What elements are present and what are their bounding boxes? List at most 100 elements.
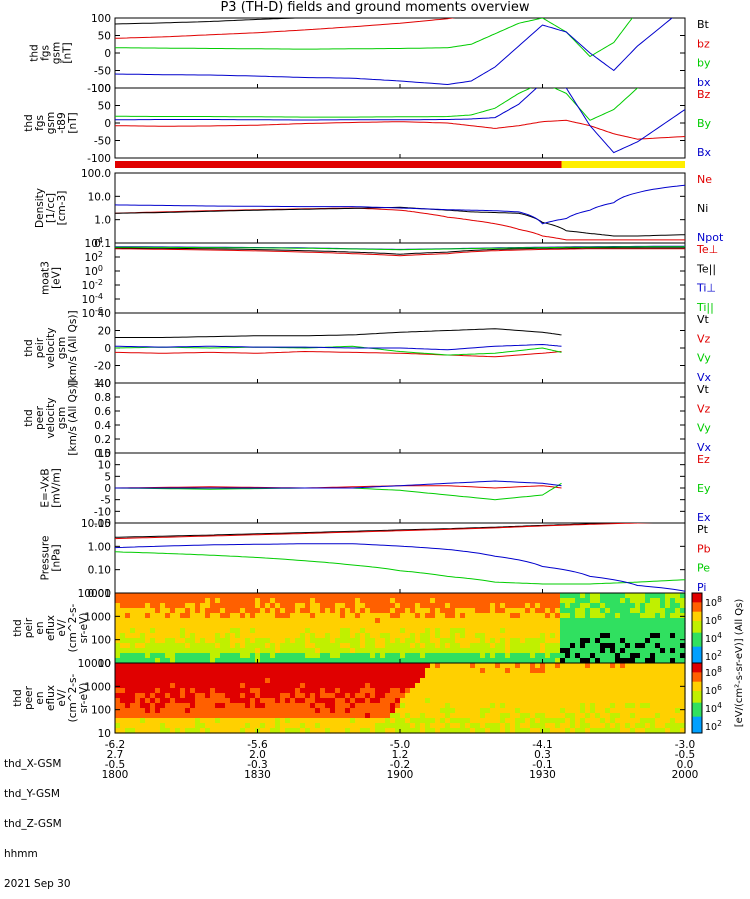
spectrogram-cell (550, 723, 556, 729)
spectrogram-cell (505, 678, 511, 684)
spectrogram-cell (285, 633, 291, 639)
spectrogram-cell (420, 618, 426, 624)
spectrogram-cell (450, 683, 456, 689)
spectrogram-cell (250, 723, 256, 729)
spectrogram-cell (615, 728, 621, 734)
spectrogram-cell (330, 708, 336, 714)
spectrogram-cell (655, 643, 661, 649)
spectrogram-cell (565, 603, 571, 609)
spectrogram-cell (280, 653, 286, 659)
spectrogram-cell (645, 608, 651, 614)
spectrogram-cell (380, 718, 386, 724)
series-line-Vy (115, 345, 562, 356)
spectrogram-cell (230, 653, 236, 659)
spectrogram-cell (305, 633, 311, 639)
spectrogram-cell (155, 633, 161, 639)
spectrogram-cell (390, 633, 396, 639)
spectrogram-cell (290, 598, 296, 604)
spectrogram-cell (465, 688, 471, 694)
spectrogram-cell (525, 693, 531, 699)
spectrogram-cell (265, 683, 271, 689)
spectrogram-cell (490, 673, 496, 679)
spectrogram-cell (375, 638, 381, 644)
spectrogram-cell (490, 708, 496, 714)
spectrogram-cell (170, 683, 176, 689)
spectrogram-cell (415, 623, 421, 629)
spectrogram-cell (565, 633, 571, 639)
spectrogram-cell (500, 603, 506, 609)
spectrogram-cell (245, 613, 251, 619)
spectrogram-cell (310, 653, 316, 659)
spectrogram-cell (215, 698, 221, 704)
spectrogram-cell (210, 593, 216, 599)
spectrogram-cell (310, 698, 316, 704)
spectrogram-cell (465, 708, 471, 714)
spectrogram-cell (345, 598, 351, 604)
spectrogram-cell (275, 673, 281, 679)
spectrogram-cell (545, 623, 551, 629)
spectrogram-cell (680, 713, 686, 719)
colorbar-cell (692, 672, 702, 676)
spectrogram-cell (665, 673, 671, 679)
spectrogram-cell (585, 648, 591, 654)
spectrogram-cell (190, 593, 196, 599)
spectrogram-cell (515, 658, 521, 664)
spectrogram-cell (290, 678, 296, 684)
spectrogram-cell (320, 713, 326, 719)
spectrogram-cell (180, 658, 186, 664)
spectrogram-cell (135, 593, 141, 599)
spectrogram-cell (585, 698, 591, 704)
spectrogram-cell (670, 728, 676, 734)
spectrogram-cell (305, 678, 311, 684)
spectrogram-cell (570, 648, 576, 654)
spectrogram-cell (350, 593, 356, 599)
spectrogram-cell (630, 698, 636, 704)
spectrogram-cell (335, 608, 341, 614)
y-axis-label: Pressure (40, 536, 52, 581)
spectrogram-cell (245, 653, 251, 659)
spectrogram-cell (375, 603, 381, 609)
spectrogram-cell (675, 608, 681, 614)
spectrogram-cell (370, 628, 376, 634)
spectrogram-cell (430, 593, 436, 599)
spectrogram-cell (455, 603, 461, 609)
spectrogram-cell (475, 593, 481, 599)
spectrogram-cell (440, 613, 446, 619)
spectrogram-cell (630, 713, 636, 719)
spectrogram-cell (540, 678, 546, 684)
spectrogram-cell (250, 663, 256, 669)
spectrogram-cell (575, 658, 581, 664)
spectrogram-cell (515, 693, 521, 699)
spectrogram-cell (205, 693, 211, 699)
spectrogram-cell (400, 648, 406, 654)
spectrogram-cell (455, 698, 461, 704)
spectrogram-cell (330, 613, 336, 619)
spectrogram-cell (500, 688, 506, 694)
spectrogram-cell (665, 658, 671, 664)
spectrogram-cell (135, 633, 141, 639)
spectrogram-cell (375, 723, 381, 729)
spectrogram-cell (245, 673, 251, 679)
spectrogram-cell (645, 618, 651, 624)
spectrogram-cell (405, 643, 411, 649)
spectrogram-cell (540, 693, 546, 699)
spectrogram-cell (225, 598, 231, 604)
spectrogram-cell (300, 713, 306, 719)
spectrogram-cell (260, 698, 266, 704)
spectrogram-cell (450, 638, 456, 644)
spectrogram-cell (115, 698, 121, 704)
spectrogram-cell (190, 718, 196, 724)
spectrogram-cell (640, 688, 646, 694)
spectrogram-cell (185, 658, 191, 664)
spectrogram-cell (290, 618, 296, 624)
spectrogram-cell (280, 683, 286, 689)
spectrogram-cell (130, 658, 136, 664)
spectrogram-cell (395, 653, 401, 659)
spectrogram-cell (180, 643, 186, 649)
spectrogram-cell (500, 723, 506, 729)
spectrogram-cell (230, 603, 236, 609)
spectrogram-cell (190, 703, 196, 709)
spectrogram-cell (250, 653, 256, 659)
spectrogram-cell (480, 593, 486, 599)
spectrogram-cell (290, 723, 296, 729)
